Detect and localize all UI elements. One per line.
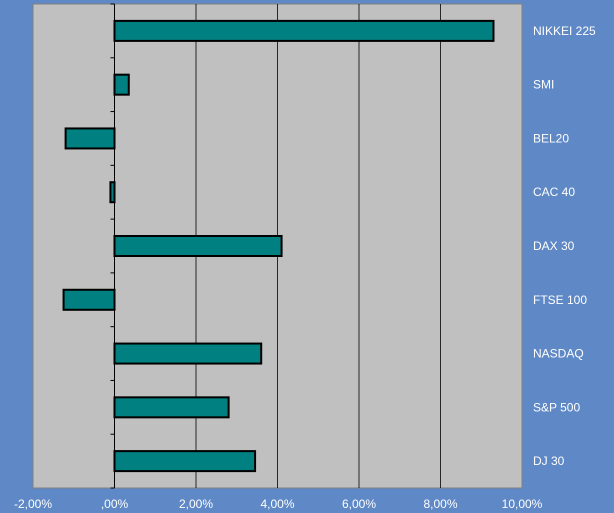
category-labels: NIKKEI 225 SMI BEL20 CAC 40 DAX 30 FTSE 100 NA… [533,24,596,468]
x-tick-label: ,00% [101,497,129,511]
x-tick-label: 10,00% [502,497,543,511]
category-label: SMI [533,78,554,92]
bar [64,127,116,150]
zero-axis [110,3,115,489]
bar [113,450,257,473]
x-tick-label: 2,00% [179,497,213,511]
category-label: NASDAQ [533,347,584,361]
bar [113,342,263,365]
x-tick-labels: -2,00% ,00% 2,00% 4,00% 6,00% 8,00% 10,00% [14,497,543,511]
bar [113,19,495,42]
category-label: FTSE 100 [533,293,587,307]
bar [109,181,116,204]
category-label: BEL20 [533,131,569,145]
bar [113,73,130,96]
category-label: NIKKEI 225 [533,24,596,38]
x-tick-label: 4,00% [260,497,294,511]
x-tick-label: 6,00% [342,497,376,511]
category-label: DJ 30 [533,454,565,468]
category-label: DAX 30 [533,239,575,253]
bar [113,235,283,257]
category-label: S&P 500 [533,400,580,414]
bars [62,19,495,473]
bar [62,288,116,311]
x-tick-label: -2,00% [14,497,52,511]
x-tick-label: 8,00% [423,497,457,511]
bar [113,396,230,419]
category-label: CAC 40 [533,185,575,199]
